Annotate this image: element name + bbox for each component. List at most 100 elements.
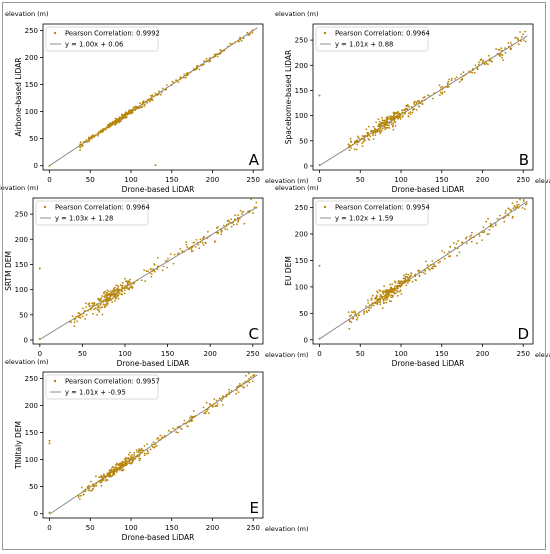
scatter-point bbox=[164, 89, 167, 91]
scatter-point bbox=[169, 253, 172, 255]
scatter-point bbox=[438, 84, 441, 87]
scatter-point bbox=[404, 277, 407, 280]
scatter-point bbox=[386, 294, 388, 296]
x-elevation-label: elevation (m) bbox=[265, 525, 309, 533]
scatter-point bbox=[233, 218, 236, 221]
scatter-point bbox=[450, 79, 453, 82]
scatter-point bbox=[392, 124, 394, 127]
scatter-point bbox=[227, 223, 230, 225]
scatter-point bbox=[139, 453, 141, 456]
scatter-point bbox=[407, 115, 410, 118]
scatter-point bbox=[225, 223, 228, 226]
scatter-point bbox=[159, 434, 162, 437]
legend-label-correlation: Pearson Correlation: 0.9992 bbox=[65, 30, 160, 38]
scatter-point bbox=[424, 99, 426, 101]
scatter-point bbox=[379, 124, 382, 127]
scatter-point bbox=[221, 404, 224, 406]
scatter-point bbox=[489, 57, 491, 60]
scatter-point bbox=[469, 71, 472, 74]
scatter-point bbox=[112, 469, 115, 471]
scatter-point bbox=[140, 449, 143, 452]
scatter-point bbox=[156, 265, 159, 268]
scatter-point bbox=[92, 487, 95, 490]
scatter-point bbox=[365, 310, 368, 312]
scatter-point bbox=[94, 134, 96, 137]
scatter-point bbox=[221, 398, 224, 400]
scatter-point bbox=[225, 395, 227, 398]
scatter-point bbox=[440, 86, 442, 89]
scatter-points bbox=[38, 198, 258, 340]
scatter-point bbox=[179, 78, 182, 81]
scatter-point bbox=[89, 308, 92, 311]
scatter-point bbox=[158, 90, 161, 93]
scatter-point bbox=[136, 451, 139, 453]
scatter-point bbox=[205, 57, 208, 60]
scatter-point bbox=[380, 295, 383, 298]
y-elevation-label: elevation (m) bbox=[275, 184, 319, 192]
scatter-point bbox=[402, 115, 404, 117]
scatter-point bbox=[137, 107, 140, 110]
scatter-point bbox=[379, 293, 382, 296]
scatter-point bbox=[520, 35, 523, 38]
scatter-point bbox=[374, 134, 377, 137]
scatter-point bbox=[167, 429, 170, 432]
scatter-point bbox=[510, 44, 513, 46]
scatter-point bbox=[115, 466, 118, 469]
scatter-point bbox=[389, 283, 391, 286]
scatter-point bbox=[87, 136, 90, 139]
legend-label-fit: y = 1.00x + 0.06 bbox=[65, 41, 123, 49]
scatter-point bbox=[144, 103, 146, 106]
scatter-point bbox=[368, 309, 370, 312]
y-elevation-label: elevation (m) bbox=[5, 358, 49, 366]
scatter-point bbox=[147, 452, 150, 454]
scatter-point bbox=[252, 374, 254, 377]
scatter-point bbox=[352, 317, 355, 319]
scatter-point bbox=[149, 272, 152, 274]
scatter-point bbox=[523, 39, 525, 41]
scatter-point bbox=[98, 131, 100, 133]
scatter-point bbox=[494, 224, 497, 227]
scatter-point bbox=[395, 112, 398, 115]
scatter-point bbox=[412, 109, 414, 112]
scatter-point bbox=[350, 147, 352, 149]
scatter-point bbox=[101, 129, 103, 132]
scatter-point bbox=[143, 444, 146, 447]
scatter-points bbox=[48, 29, 254, 167]
scatter-point bbox=[121, 281, 124, 284]
scatter-point bbox=[396, 284, 399, 287]
scatter-point bbox=[390, 123, 393, 126]
y-tick-label: 0 bbox=[34, 510, 38, 518]
scatter-point bbox=[100, 475, 103, 478]
scatter-point bbox=[375, 121, 377, 124]
scatter-point bbox=[85, 314, 88, 316]
scatter-point bbox=[382, 119, 385, 122]
scatter-point bbox=[420, 271, 423, 274]
scatter-point bbox=[504, 47, 506, 50]
scatter-point bbox=[129, 109, 132, 112]
scatter-point bbox=[130, 458, 132, 461]
scatter-point bbox=[388, 117, 391, 120]
scatter-point bbox=[115, 296, 118, 298]
scatter-point bbox=[401, 111, 404, 114]
x-tick-label: 150 bbox=[435, 176, 448, 184]
scatter-point bbox=[507, 207, 510, 210]
scatter-point bbox=[469, 238, 471, 241]
scatter-point bbox=[348, 319, 351, 322]
scatter-point bbox=[153, 446, 156, 449]
scatter-point bbox=[183, 251, 185, 253]
scatter-point bbox=[110, 290, 112, 293]
scatter-point bbox=[88, 487, 91, 490]
scatter-point bbox=[113, 289, 116, 292]
scatter-point bbox=[413, 274, 416, 277]
x-tick-label: 0 bbox=[47, 524, 51, 532]
scatter-point bbox=[219, 49, 222, 51]
scatter-point bbox=[363, 313, 365, 315]
scatter-point bbox=[176, 431, 179, 434]
scatter-point bbox=[154, 442, 157, 445]
scatter-point bbox=[220, 51, 223, 54]
scatter-point bbox=[184, 76, 187, 79]
scatter-point bbox=[510, 47, 513, 50]
scatter-point bbox=[95, 482, 98, 485]
scatter-point bbox=[110, 298, 113, 301]
scatter-point bbox=[134, 105, 136, 108]
